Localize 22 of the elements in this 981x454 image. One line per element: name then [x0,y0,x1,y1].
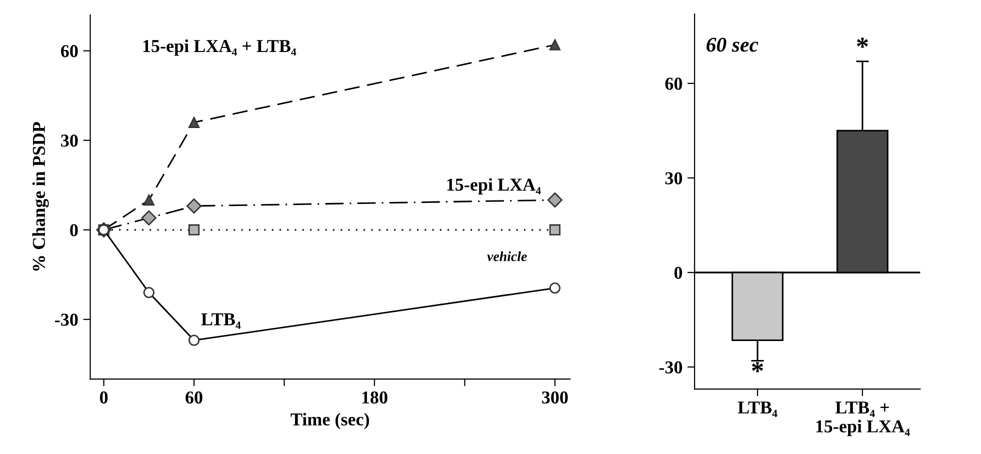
y-tick-label: 0 [674,266,682,279]
x-axis-title: Time (sec) [290,412,370,430]
text: 15-epi LXA₄ + LTB₄ [143,39,296,56]
y-tick-label: 30 [61,134,78,147]
y-tick-label: 60 [665,78,682,90]
series-label: vehicle [487,251,527,262]
x-tick-label: 300 [542,391,568,404]
y-tick-label: 0 [70,224,78,236]
x-tick-label: 180 [362,391,388,404]
annotation: * [856,38,868,48]
y-tick-label: 30 [665,172,682,184]
y-tick-label: -30 [55,314,78,326]
x-tick-label: 60 [186,391,202,404]
x-tick-label: LTB₄ + 15-epi LXA₄ [816,402,910,436]
y-tick-label: 60 [61,45,78,58]
annotation: * [752,362,764,372]
series-label: LTB₄ [201,313,241,329]
x-tick-label: 0 [100,391,108,404]
y-axis-title: % Change in PSDP [32,122,49,271]
series-label: 15-epi LXA₄ [447,178,541,194]
annotation: 60 sec [706,38,758,52]
y-tick-label: -30 [659,361,682,374]
